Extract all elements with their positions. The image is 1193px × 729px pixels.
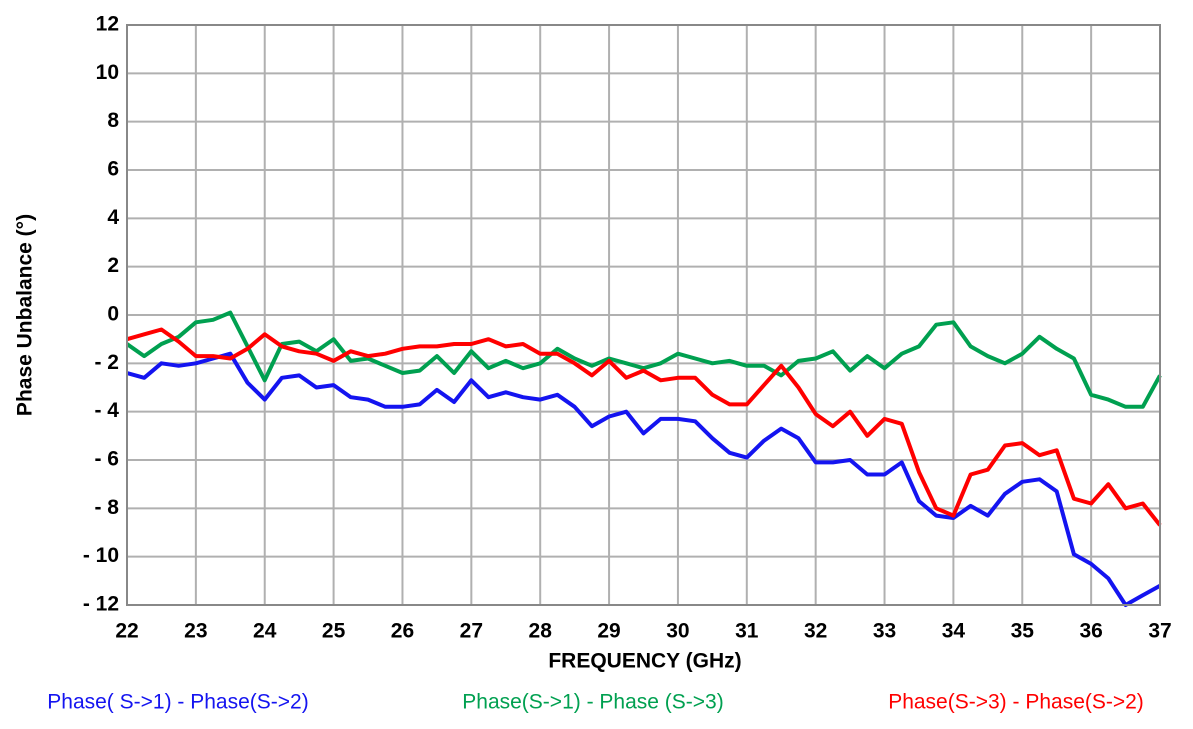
x-tick-label: 32 [804, 620, 827, 643]
legend-label: Phase( S->1) - Phase(S->2) [47, 691, 308, 714]
series-line [126, 327, 1162, 527]
x-tick-label: 31 [735, 620, 759, 643]
x-tick-label: 25 [322, 620, 346, 643]
y-tick-label: - 2 [94, 351, 119, 374]
y-tick-label: 10 [96, 61, 119, 84]
y-tick-label: 0 [107, 303, 119, 326]
x-tick-label: 27 [460, 620, 483, 643]
y-tick-label: - 4 [94, 399, 119, 422]
legend-label: Phase(S->1) - Phase (S->3) [462, 691, 723, 714]
x-tick-label: 28 [529, 620, 553, 643]
x-tick-label: 33 [873, 620, 896, 643]
series-line [126, 351, 1161, 607]
series-line [125, 310, 1162, 409]
y-tick-label: - 12 [83, 593, 119, 616]
x-tick-label: 36 [1079, 620, 1102, 643]
y-axis-title: Phase Unbalance (°) [14, 214, 37, 416]
x-tick-label: 23 [184, 620, 207, 643]
y-tick-label: - 8 [94, 496, 119, 519]
x-tick-label: 34 [942, 620, 966, 643]
x-tick-label: 35 [1011, 620, 1035, 643]
y-tick-label: 12 [96, 13, 119, 36]
x-tick-label: 30 [666, 620, 689, 643]
y-tick-label: - 6 [94, 448, 119, 471]
y-tick-label: 8 [107, 109, 119, 132]
y-tick-label: - 10 [83, 544, 119, 567]
plot-border [126, 24, 1161, 606]
y-tick-label: 6 [107, 158, 119, 181]
x-tick-label: 24 [253, 620, 277, 643]
y-tick-label: 4 [107, 206, 119, 229]
x-tick-label: 29 [597, 620, 620, 643]
x-tick-label: 26 [391, 620, 414, 643]
x-tick-label: 37 [1148, 620, 1171, 643]
legend-label: Phase(S->3) - Phase(S->2) [888, 691, 1144, 714]
x-axis-title: FREQUENCY (GHz) [548, 650, 741, 673]
y-tick-label: 2 [107, 254, 119, 277]
x-tick-label: 22 [115, 620, 138, 643]
